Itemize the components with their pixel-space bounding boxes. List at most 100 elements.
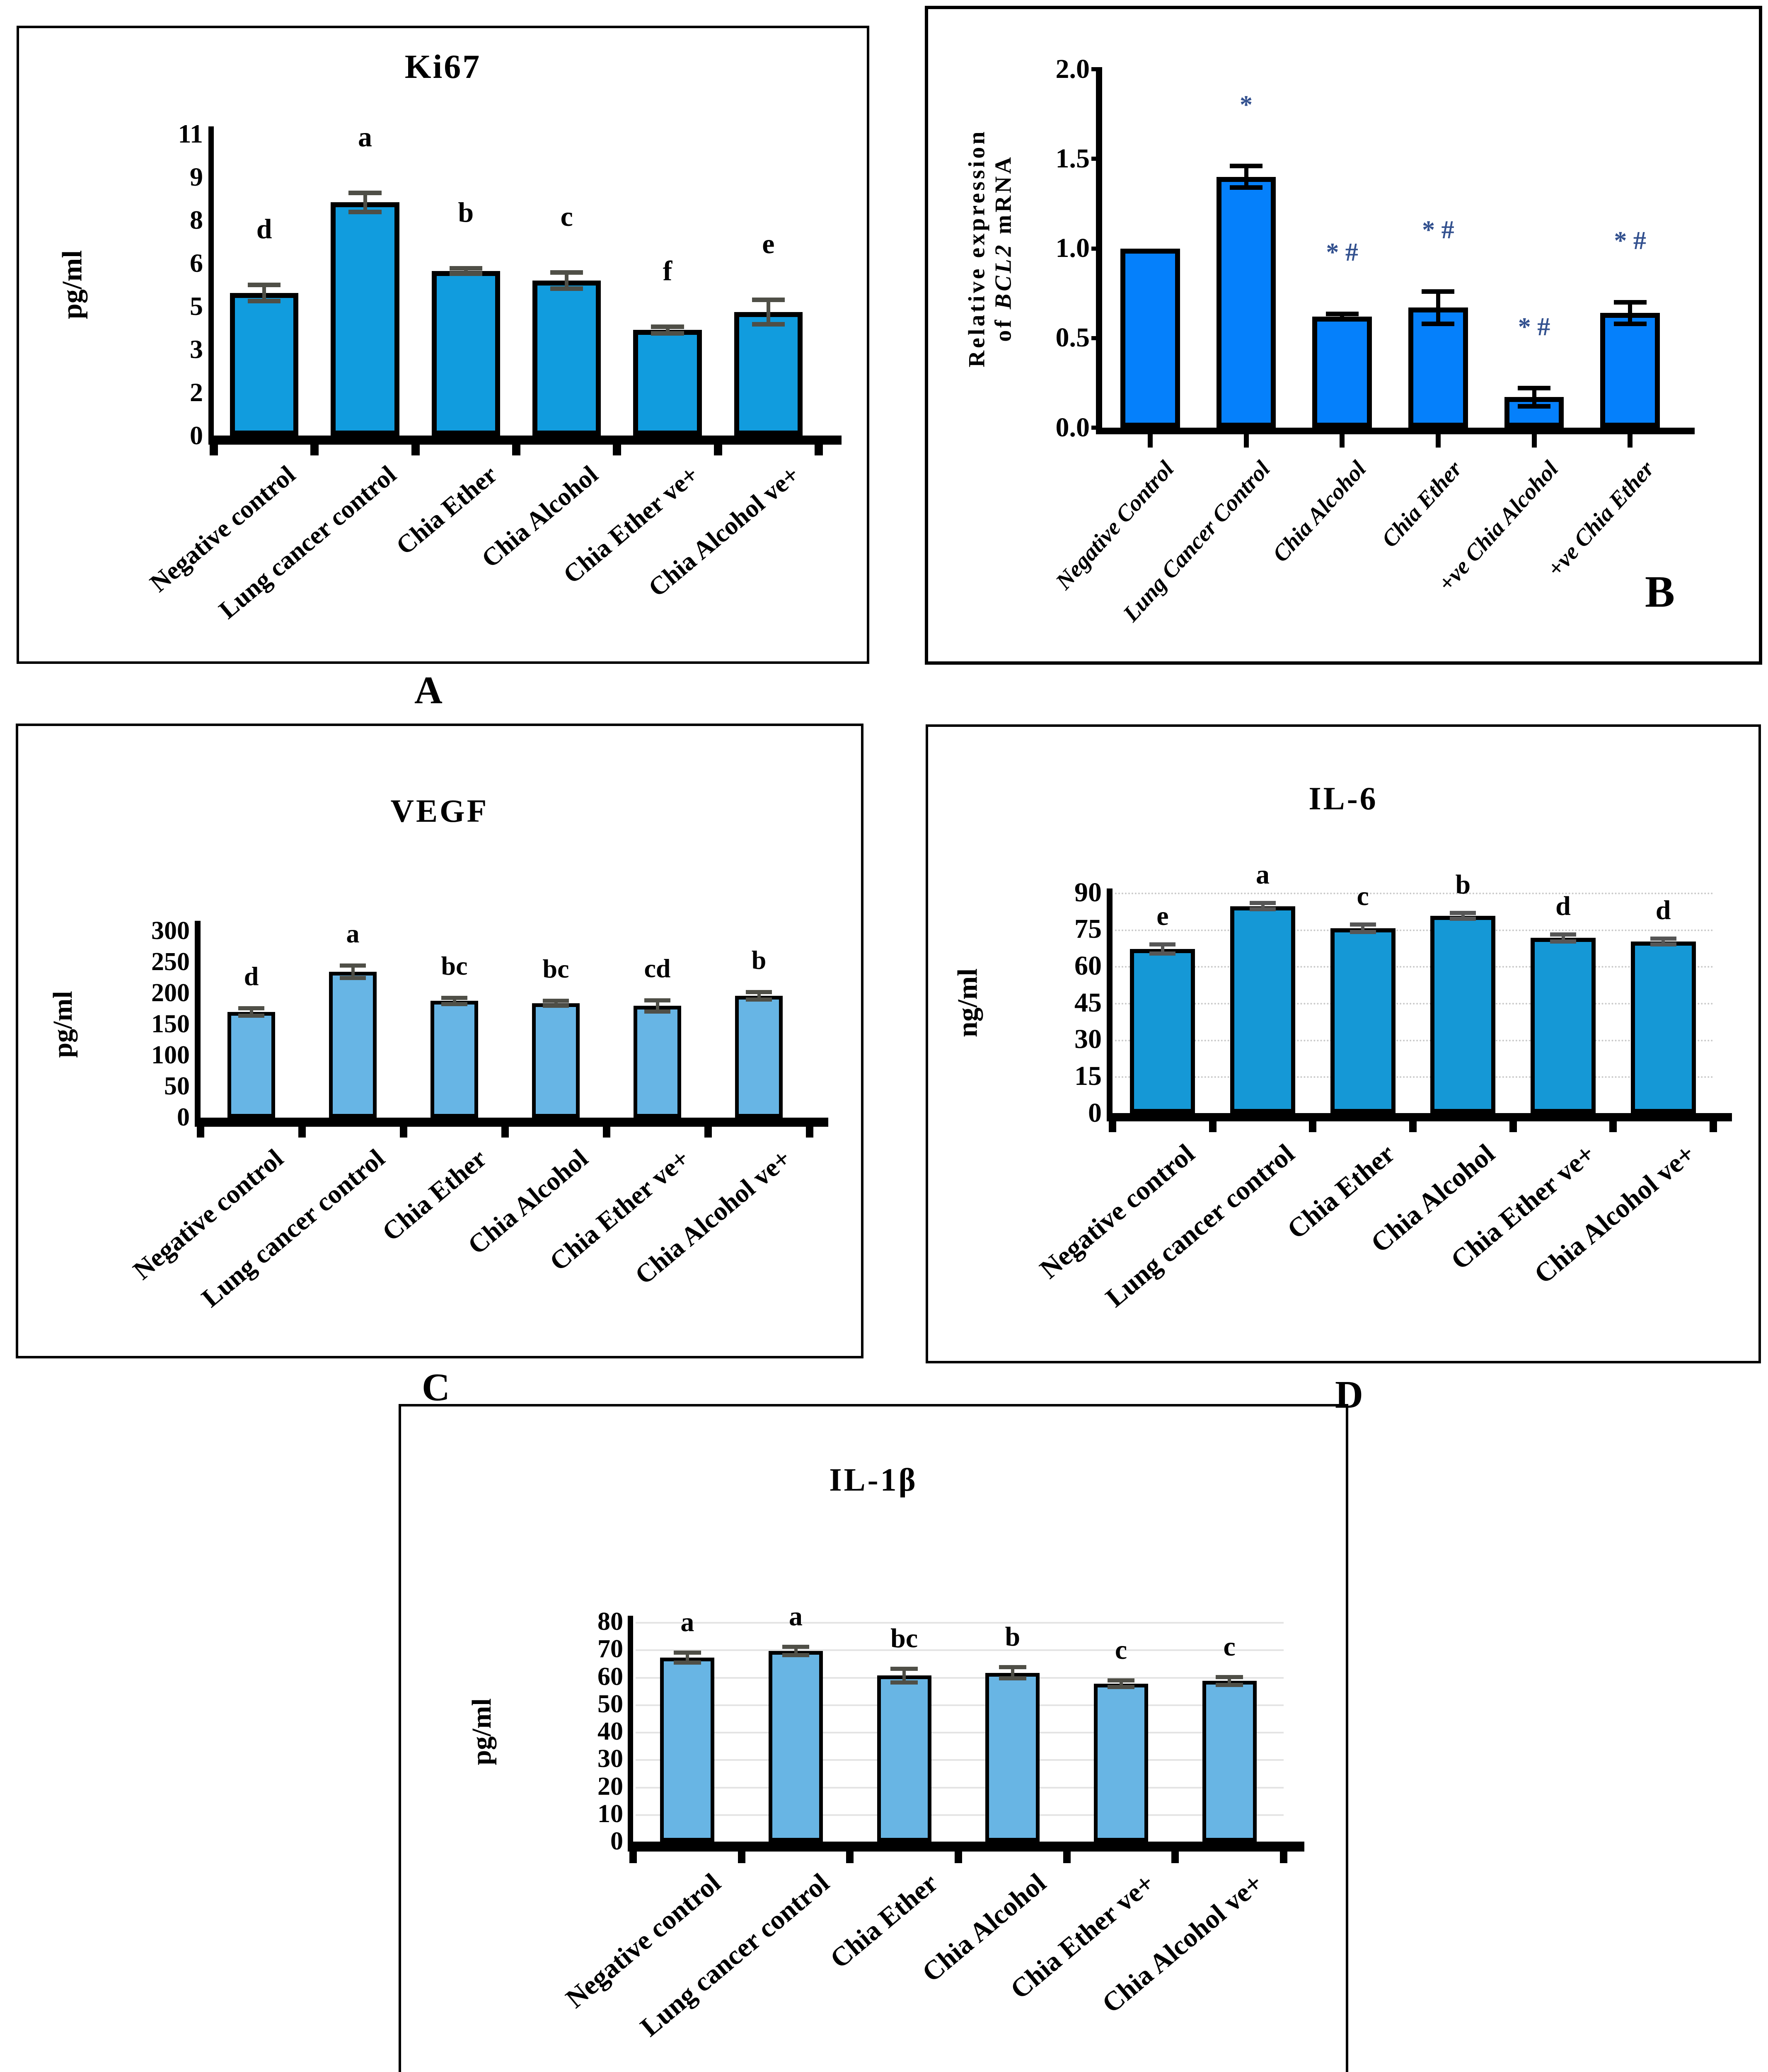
bar [1430,916,1496,1113]
bar [1216,177,1276,428]
error-bar-stem [565,272,569,289]
x-tick-mark [400,1127,407,1138]
bar [230,293,299,436]
error-bar-cap-top [339,963,366,968]
x-tick-mark [411,445,420,455]
error-bar-cap-top [1230,164,1263,169]
error-bar-cap-top [890,1666,918,1671]
error-bar-cap-bottom [1250,907,1276,911]
bar [532,1003,580,1118]
significance-letter: bc [890,1623,918,1653]
plot-area: 11 9 8 6 5 3 2 0 d a b c f e [178,119,842,455]
error-bar-cap-top [1149,942,1176,947]
chart-title: VEGF [390,793,489,829]
bar [1408,307,1468,428]
error-bar-cap-bottom [339,975,366,980]
significance-letter: b [751,945,767,975]
error-bar-cap-bottom [1518,404,1550,409]
significance-letter: f [663,255,672,287]
error-bar-cap-bottom [999,1676,1026,1680]
bar [1130,949,1195,1113]
error-bar-stem [655,1000,659,1012]
bar [735,996,783,1118]
error-bar-cap-top [1450,911,1476,915]
x-tick-mark [1147,434,1153,448]
plot-area: 80 70 60 50 40 30 20 10 0 a a bc b c c [597,1601,1304,1863]
y-tick-label: 8 [190,205,203,235]
panel-il1b: IL-1β pg/ml 80 70 60 50 40 30 20 10 0 a a bc b c c Neg… [399,1404,1348,2072]
y-tick-label: 9 [190,162,203,191]
y-tick-label: 1.5 [1055,143,1090,174]
bar [1530,938,1596,1113]
error-bar-cap-bottom [247,299,281,304]
y-tick-label: 0 [177,1103,190,1132]
x-tick-mark [806,1127,813,1138]
y-tick-label: 250 [151,948,190,976]
significance-letter: c [1357,881,1369,911]
error-bar-cap-top [1650,937,1676,941]
bar [985,1673,1040,1842]
error-bar-cap-bottom [782,1653,810,1657]
gridline [636,1814,1284,1816]
error-bar-cap-top [1613,300,1647,305]
y-tick-label: 300 [151,917,190,945]
y-axis-label: pg/ml [48,991,78,1058]
significance-letter: a [680,1607,694,1638]
error-bar-cap-top [674,1651,701,1655]
x-tick-mark [629,1852,637,1863]
figure-label-c: C [422,1366,450,1409]
x-axis-line [628,1842,1304,1852]
bar [329,971,377,1118]
error-bar-cap-bottom [1216,1683,1243,1687]
significance-annotation: * # [1614,227,1646,255]
y-axis-label: pg/ml [56,250,88,320]
significance-letter: b [1005,1622,1021,1652]
error-bar-cap-top [782,1644,810,1649]
panel-ki67: Ki67 pg/ml 11 9 8 6 5 3 2 0 d a b c f e Negative cont… [17,26,869,664]
significance-letter: c [1223,1631,1236,1662]
y-tick-label: 3 [190,334,203,364]
x-category-label: Lung cancer control [1100,1138,1301,1313]
y-tick-label: 45 [1074,987,1102,1018]
significance-annotation: * [1240,90,1253,119]
error-bar-cap-top [651,324,684,329]
gridline [636,1786,1284,1789]
error-bar-cap-bottom [1550,939,1576,944]
x-axis-labels: Negative control Lung cancer control Chia … [145,460,819,659]
y-axis-line [208,126,214,445]
significance-letter: e [762,228,775,260]
significance-letter: c [1115,1635,1127,1665]
error-bar-cap-top [1350,922,1376,927]
significance-letter: a [1256,859,1270,890]
x-tick-mark [1609,1121,1617,1132]
bar [877,1675,931,1842]
error-bar-cap-top [752,297,785,302]
figure-label-d: D [1335,1373,1363,1416]
error-bar-stem [794,1646,798,1655]
gridline [1115,893,1713,894]
y-tick-label: 0 [610,1827,623,1856]
error-bar-cap-top [247,282,281,287]
y-axis-label: ng/ml [951,968,983,1038]
x-tick-mark [1435,434,1441,448]
y-tick-label: 0.0 [1055,412,1090,443]
error-bar-cap-bottom [1230,185,1263,190]
gridline [636,1759,1284,1761]
y-tick-label: 40 [597,1717,623,1746]
x-category-label: Lung cancer control [213,460,402,625]
error-bar-cap-top [1107,1678,1135,1683]
y-tick-label: 90 [1074,877,1102,908]
y-tick-label: 0.5 [1055,322,1090,353]
error-bar-stem [665,327,670,334]
chart-title: IL-1β [829,1462,918,1498]
significance-annotation: * # [1326,238,1358,267]
x-axis-labels: Negative control Lung cancer control Chia … [1034,1138,1713,1362]
x-tick-mark [1628,434,1633,448]
y-tick-label: 60 [597,1662,623,1691]
error-bar-stem [1011,1667,1014,1678]
y-tick-label: 100 [151,1041,190,1070]
y-tick-label: 80 [597,1607,623,1636]
error-bar-cap-bottom [1450,917,1476,921]
y-tick-label: 70 [597,1635,623,1663]
y-tick-label: 11 [178,119,203,148]
